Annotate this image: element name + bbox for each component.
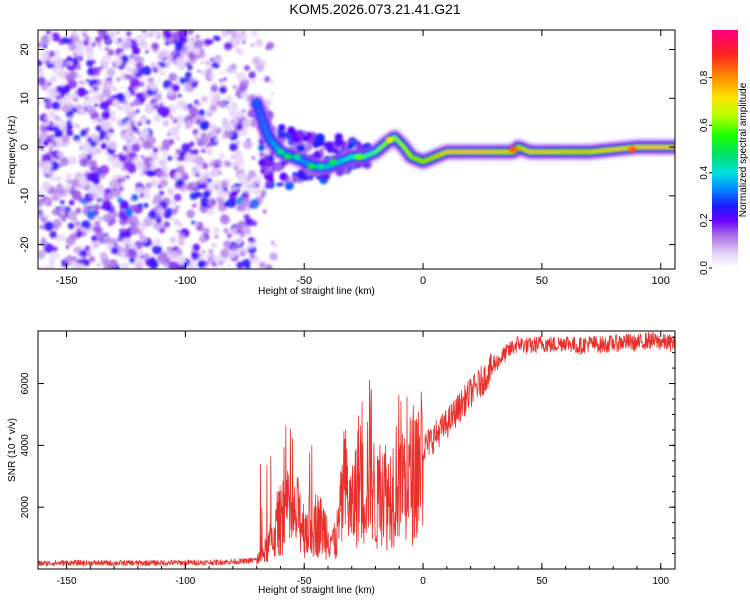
snr-ytick-label: 6000 — [20, 372, 31, 395]
snr-frame — [37, 330, 676, 570]
colorbar — [712, 30, 738, 268]
spec-ylabel: Frequency (Hz) — [7, 116, 18, 185]
spec-xtick-label: 50 — [536, 275, 548, 287]
colorbar-tick-label: 0.2 — [699, 213, 710, 227]
colorbar-tick-label: 0.6 — [699, 118, 710, 132]
snr-ytick-label: 2000 — [20, 496, 31, 519]
colorbar-tick-label: 0.4 — [699, 165, 710, 179]
snr-ytick-label: 4000 — [20, 434, 31, 457]
snr-xtick-label: -50 — [297, 576, 312, 587]
colorbar-label: Normalized spectral amplitude — [738, 82, 749, 217]
snr-xtick-label: -100 — [175, 576, 195, 587]
spec-xlabel: Height of straight line (km) — [258, 286, 375, 297]
noise-speckle — [38, 30, 373, 269]
figure-title: KOM5.2026.073.21.41.G21 — [289, 1, 461, 17]
spec-ytick-label: 20 — [19, 43, 31, 55]
snr-xtick-label: 100 — [652, 576, 669, 587]
spec-ytick-label: -20 — [19, 237, 31, 253]
spec-ytick-label: -10 — [19, 188, 31, 204]
snr-ylabel: SNR (10 * v/v) — [7, 418, 18, 482]
snr-xlabel: Height of straight line (km) — [258, 585, 375, 596]
colorbar-tick-label: 0.8 — [699, 70, 710, 84]
snr-xtick-label: 50 — [536, 576, 548, 587]
spec-xtick-label: 100 — [652, 275, 670, 287]
spec-xtick-label: -50 — [296, 275, 312, 287]
snr-line — [38, 331, 675, 567]
colorbar-tick-label: 0.0 — [699, 261, 710, 275]
ridge-blobs — [252, 100, 637, 170]
spec-ytick-label: 0 — [19, 144, 31, 150]
spectrogram-frame — [37, 29, 676, 270]
spec-xtick-label: 0 — [420, 275, 426, 287]
snr-xtick-label: -150 — [57, 576, 77, 587]
snr-xtick-label: 0 — [420, 576, 426, 587]
spec-ytick-label: 10 — [19, 92, 31, 104]
spec-xtick-label: -150 — [56, 275, 78, 287]
spec-xtick-label: -100 — [174, 275, 196, 287]
